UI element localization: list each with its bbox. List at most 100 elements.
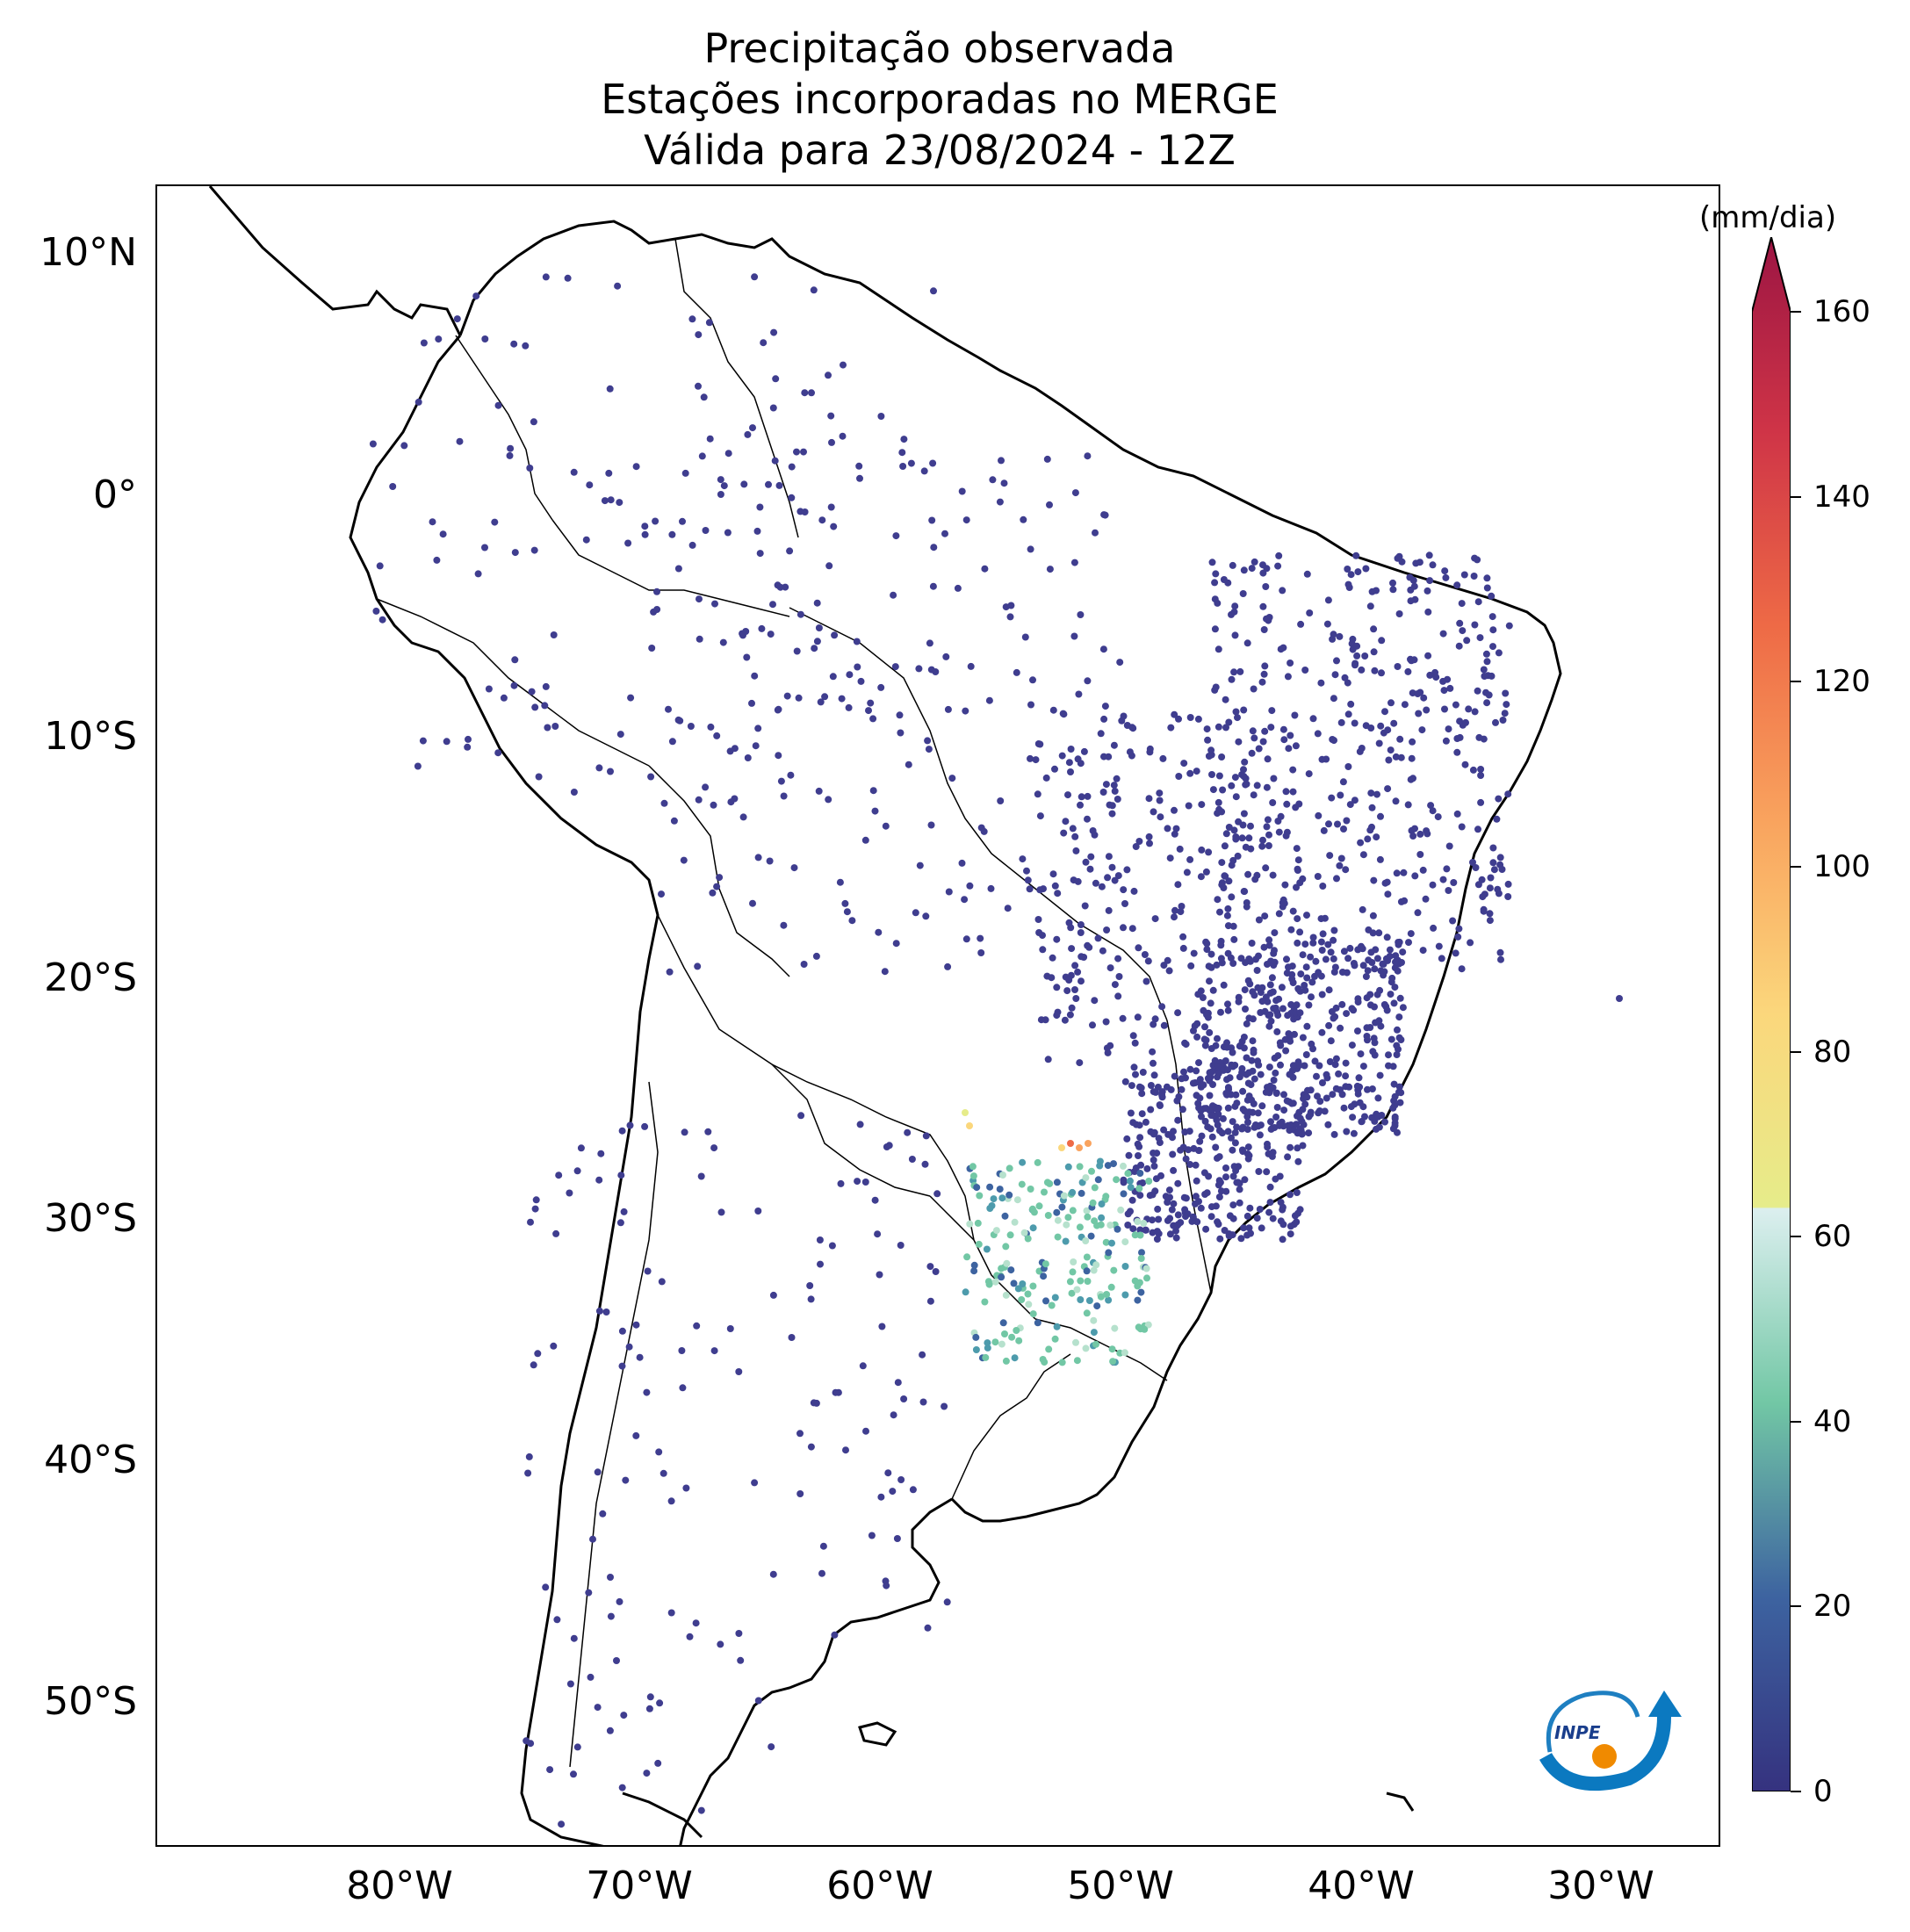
station-dot [1229, 1215, 1237, 1222]
station-dot [1135, 1185, 1143, 1193]
station-dot [1476, 634, 1484, 642]
station-dot [1374, 1113, 1382, 1121]
station-dot [1327, 948, 1335, 956]
station-dot [1083, 1253, 1091, 1261]
station-dot [1058, 1203, 1066, 1211]
station-dot [1249, 1037, 1257, 1045]
station-dot [1275, 828, 1283, 836]
station-dot [666, 968, 674, 976]
station-dot [753, 527, 761, 535]
station-dot [1367, 789, 1375, 797]
station-dot [1065, 759, 1073, 767]
station-dot [932, 668, 940, 675]
station-dot [1092, 529, 1099, 537]
station-dot [1317, 915, 1325, 923]
station-dot [1049, 870, 1057, 878]
station-dot [1080, 747, 1088, 755]
station-dot [506, 451, 514, 459]
station-dot [528, 688, 536, 696]
station-dot [1098, 1214, 1106, 1222]
station-dot [531, 703, 539, 711]
station-dot [1272, 1114, 1280, 1121]
station-dot [1222, 1057, 1229, 1064]
station-dot [1367, 724, 1375, 732]
station-dot [1206, 1069, 1214, 1077]
station-dot [1036, 886, 1044, 894]
station-dot [1117, 1206, 1125, 1214]
station-dot [769, 404, 777, 412]
station-dot [1411, 872, 1419, 880]
station-dot [1178, 1085, 1186, 1093]
station-dot [920, 467, 928, 475]
station-dot [1415, 710, 1423, 717]
station-dot [532, 1196, 540, 1204]
station-dot [1337, 718, 1345, 726]
station-dot [1240, 1044, 1248, 1052]
station-dot [1323, 620, 1331, 628]
station-dot [1151, 1187, 1159, 1195]
station-dot [1019, 855, 1027, 863]
station-dot [958, 487, 966, 495]
station-dot [1247, 822, 1254, 830]
station-dot [1073, 1357, 1081, 1365]
station-dot [988, 1202, 996, 1209]
station-dot [577, 1144, 585, 1152]
station-dot [1393, 1042, 1401, 1049]
station-dot [1139, 1179, 1147, 1186]
station-dot [1029, 1310, 1037, 1318]
station-dot [1137, 1288, 1145, 1296]
station-dot [998, 1194, 1006, 1202]
station-dot [1126, 748, 1134, 756]
station-dot [1234, 852, 1242, 860]
station-dot [877, 1493, 885, 1501]
station-dot [1029, 1224, 1037, 1232]
station-dot [1077, 921, 1085, 928]
station-dot [1179, 944, 1187, 952]
station-dot [1314, 873, 1322, 880]
station-dot [1048, 1301, 1056, 1309]
station-dot [1505, 622, 1513, 630]
station-dot [564, 274, 572, 282]
station-dot [1254, 1109, 1262, 1117]
station-dot [1504, 893, 1512, 900]
station-dot [1119, 1014, 1127, 1022]
station-dot [1262, 583, 1270, 590]
station-dot [1175, 773, 1183, 780]
station-dot [1108, 1345, 1116, 1353]
station-dot [1054, 890, 1062, 898]
station-dot [1337, 854, 1345, 862]
station-dot [429, 518, 436, 526]
station-dot [943, 1598, 951, 1606]
station-dot [1039, 1356, 1047, 1363]
station-dot [1277, 1217, 1285, 1225]
station-dot [1248, 1096, 1256, 1104]
station-dot [1423, 827, 1431, 835]
station-dot [1196, 1076, 1204, 1084]
station-dot [739, 813, 747, 821]
station-dot [1171, 1072, 1178, 1080]
station-dot [1248, 749, 1256, 757]
station-dot [674, 565, 682, 573]
station-dot [1453, 735, 1461, 742]
station-dot [998, 1273, 1005, 1281]
station-dot [1091, 997, 1099, 1005]
station-dot [973, 1184, 981, 1192]
station-dot [1072, 1338, 1079, 1346]
station-dot [1180, 760, 1188, 768]
station-dot [1456, 619, 1464, 627]
station-dot [1337, 1024, 1344, 1032]
station-dot [1296, 879, 1304, 887]
station-dot [1489, 643, 1496, 651]
station-dot [1157, 813, 1164, 821]
station-dot [389, 483, 397, 490]
station-dot [1029, 1282, 1037, 1290]
station-dot [1263, 823, 1271, 831]
station-dot [1201, 1023, 1208, 1031]
station-dot [1019, 1280, 1027, 1287]
station-dot [1274, 1052, 1282, 1060]
station-dot [892, 940, 900, 948]
station-dot [1259, 738, 1267, 746]
station-dot [464, 743, 472, 751]
station-dot [962, 1288, 969, 1296]
station-dot [1359, 1103, 1367, 1111]
